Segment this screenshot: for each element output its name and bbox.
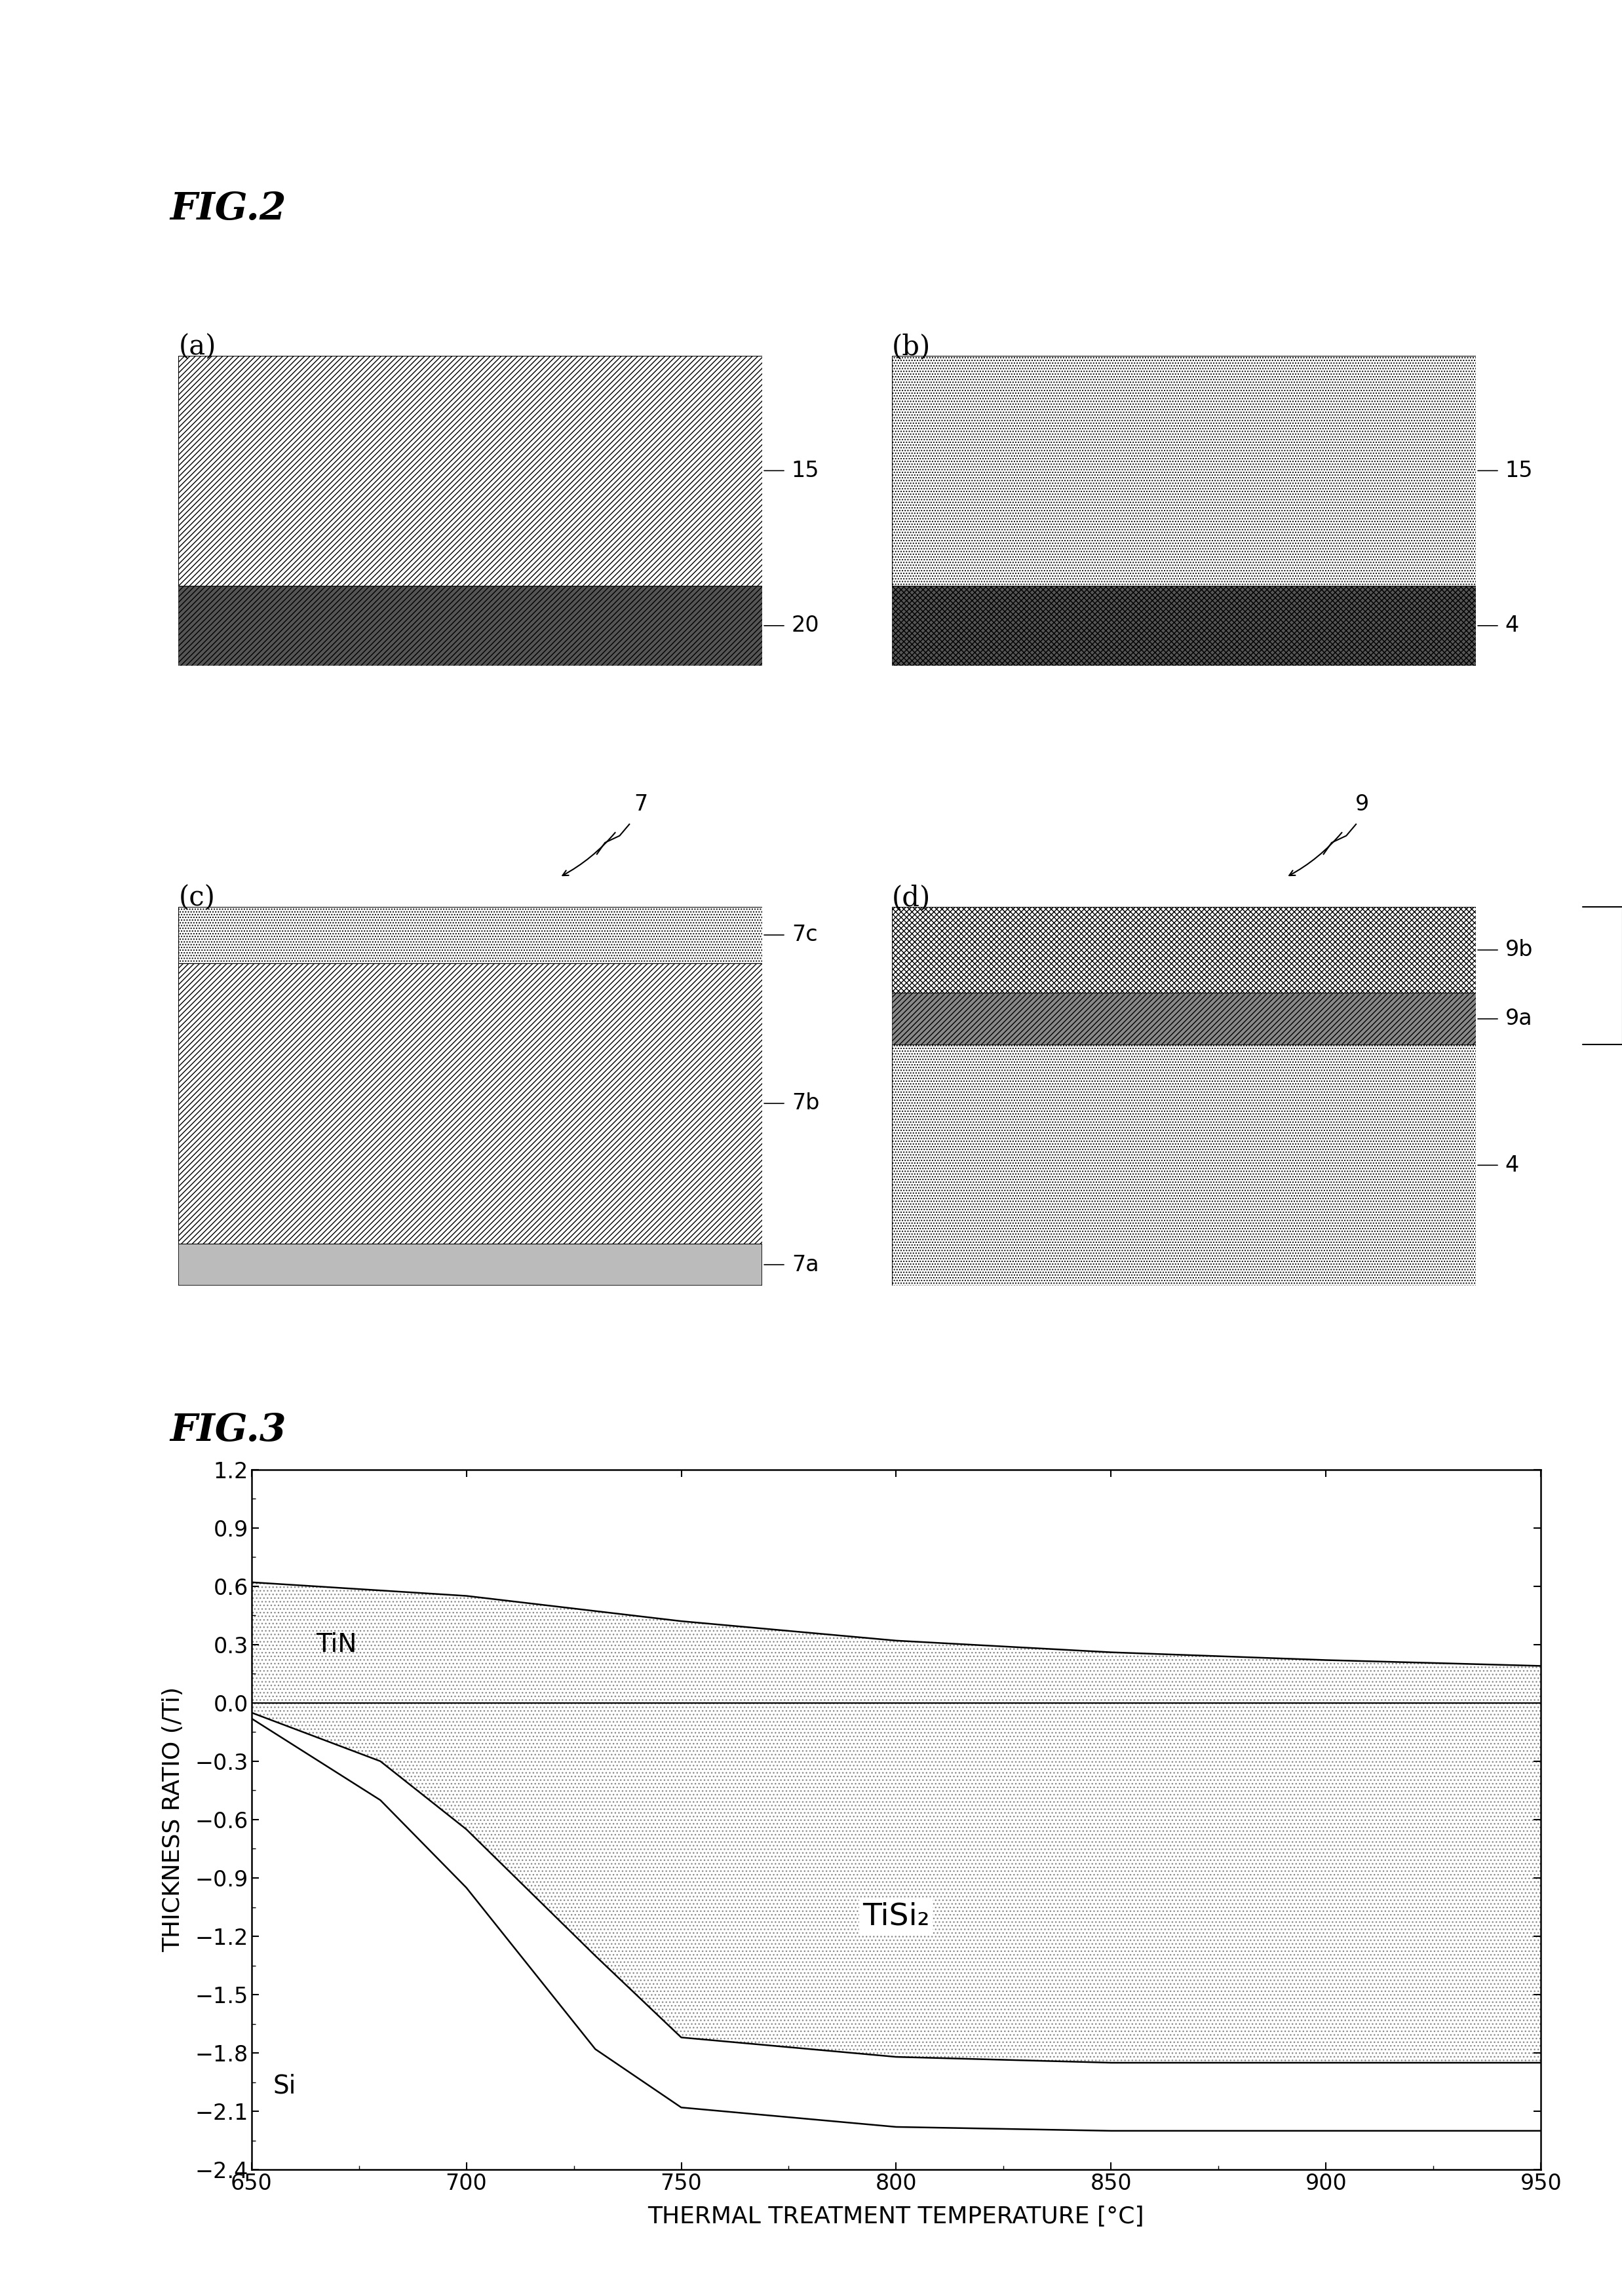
Text: (d): (d) bbox=[892, 884, 931, 912]
Text: 4: 4 bbox=[1505, 615, 1520, 636]
Bar bbox=[178, 356, 762, 585]
Text: 7b: 7b bbox=[792, 1093, 819, 1114]
Bar bbox=[178, 585, 762, 666]
Bar bbox=[178, 1244, 762, 1286]
Text: 15: 15 bbox=[1505, 459, 1533, 482]
Text: 9: 9 bbox=[1356, 794, 1369, 815]
Text: 4: 4 bbox=[1505, 1155, 1520, 1176]
Text: 15: 15 bbox=[792, 459, 819, 482]
Text: TiSi₂: TiSi₂ bbox=[863, 1901, 929, 1931]
Bar bbox=[178, 907, 762, 962]
Text: 7: 7 bbox=[634, 794, 647, 815]
Bar bbox=[892, 907, 1476, 992]
Text: (b): (b) bbox=[892, 333, 931, 360]
Text: TiN: TiN bbox=[316, 1632, 357, 1658]
Bar bbox=[892, 356, 1476, 585]
Bar bbox=[892, 992, 1476, 1045]
Text: 20: 20 bbox=[792, 615, 819, 636]
Text: FIG.3: FIG.3 bbox=[170, 1412, 287, 1449]
Text: 9b: 9b bbox=[1505, 939, 1533, 960]
Text: 7a: 7a bbox=[792, 1254, 819, 1277]
Bar bbox=[892, 1045, 1476, 1286]
Text: (a): (a) bbox=[178, 333, 216, 360]
Text: 7c: 7c bbox=[792, 925, 817, 946]
Y-axis label: THICKNESS RATIO (/Ti): THICKNESS RATIO (/Ti) bbox=[162, 1688, 183, 1952]
X-axis label: THERMAL TREATMENT TEMPERATURE [°C]: THERMAL TREATMENT TEMPERATURE [°C] bbox=[647, 2206, 1145, 2227]
Text: Si: Si bbox=[272, 2073, 297, 2099]
Text: FIG.2: FIG.2 bbox=[170, 191, 287, 227]
Text: (c): (c) bbox=[178, 884, 216, 912]
Bar bbox=[178, 962, 762, 1244]
Bar bbox=[892, 585, 1476, 666]
Text: 9a: 9a bbox=[1505, 1008, 1533, 1029]
